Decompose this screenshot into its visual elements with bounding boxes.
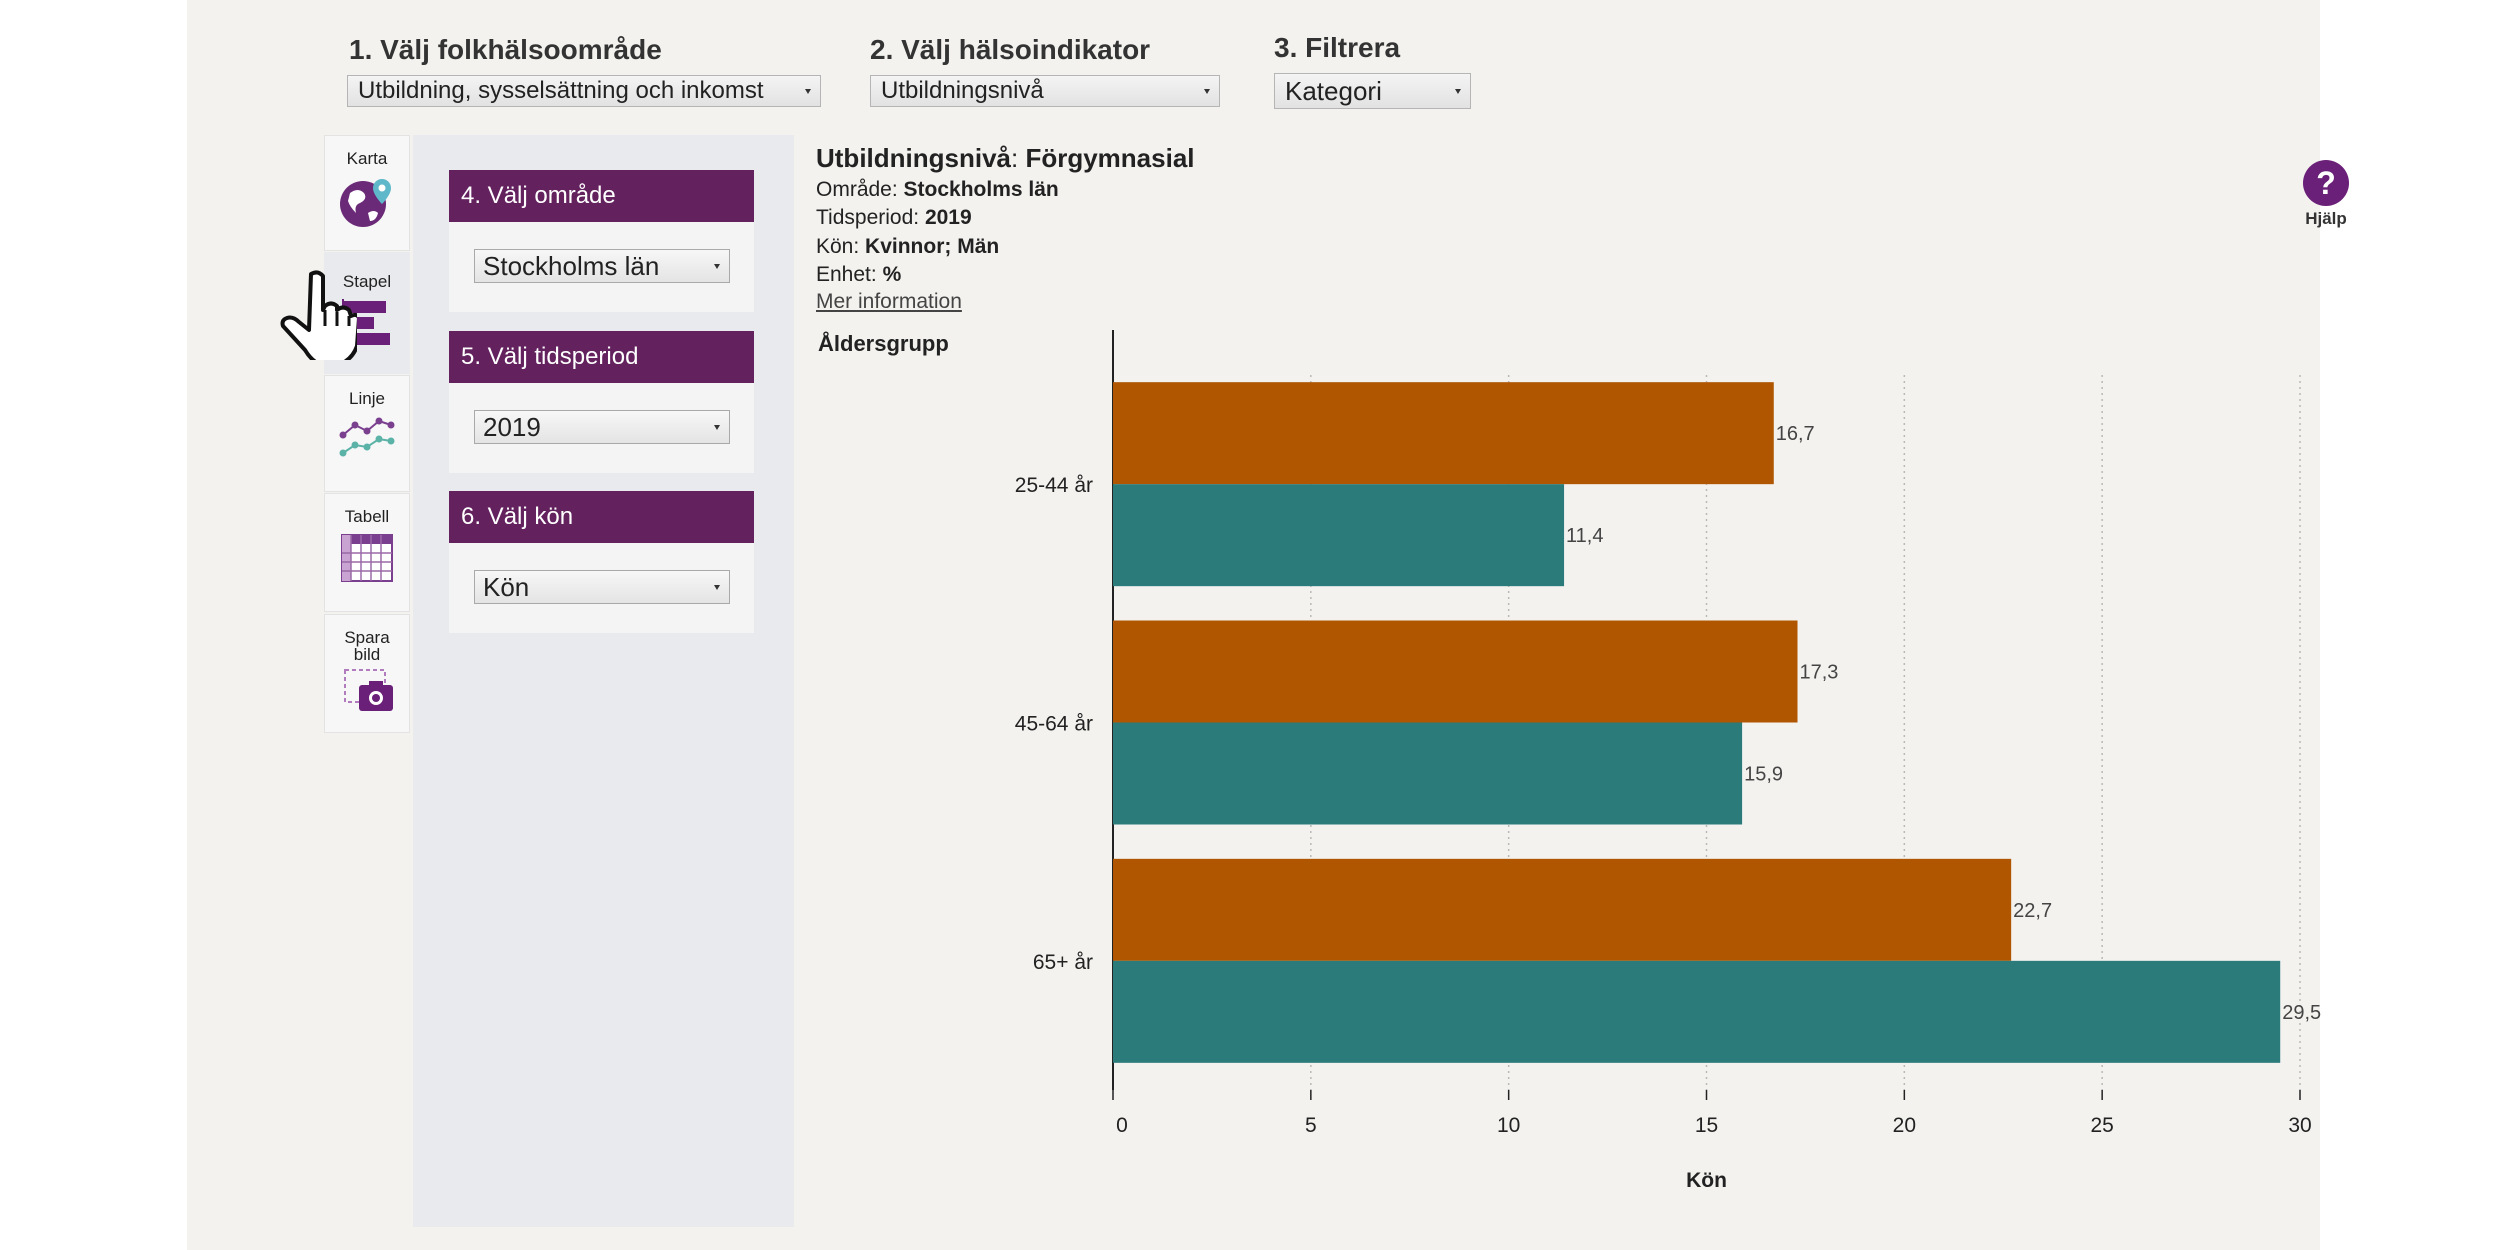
chevron-down-icon xyxy=(714,425,720,430)
x-tick-label: 0 xyxy=(1116,1114,1128,1137)
halsoindikator-heading: 2. Välj hälsoindikator xyxy=(870,34,1151,65)
bar-value-label: 22,7 xyxy=(2013,900,2052,922)
info-unit-label: Enhet: xyxy=(816,263,883,286)
halsoindikator-select-value: Utbildningsnivå xyxy=(881,77,1044,104)
tab-stapel-label: Stapel xyxy=(342,272,392,291)
info-sex: Kön: Kvinnor; Män xyxy=(816,235,999,259)
bar-labels: 16,7 11,4 17,3 15,9 22,7 29,5 xyxy=(1566,423,2321,1024)
line-chart-icon xyxy=(339,417,395,457)
selection-panel: 4. Välj område Stockholms län 5. Välj ti… xyxy=(413,135,794,1227)
info-unit: Enhet: % xyxy=(816,263,901,287)
x-tick-label: 30 xyxy=(2288,1114,2311,1137)
x-tick-label: 15 xyxy=(1695,1114,1718,1137)
info-period-label: Tidsperiod: xyxy=(816,206,925,229)
tab-spara-bild-label-1: Spara xyxy=(344,628,390,647)
info-unit-value: % xyxy=(882,263,902,286)
tab-linje[interactable]: Linje xyxy=(324,375,410,492)
help-icon: ? xyxy=(2316,165,2336,201)
x-tick-label: 10 xyxy=(1497,1114,1520,1137)
category-labels: 25-44 år 45-64 år 65+ år xyxy=(1015,474,1093,974)
valj-kon-heading: 6. Välj kön xyxy=(449,491,754,543)
info-area: Område: Stockholms län xyxy=(816,178,1059,202)
tab-karta-label: Karta xyxy=(346,149,388,168)
legend-title: Kön xyxy=(1686,1169,1727,1192)
info-period-value: 2019 xyxy=(924,206,972,229)
app-background: 1. Välj folkhälsoområde Utbildning, syss… xyxy=(187,0,2349,1250)
halsoindikator-select[interactable]: Utbildningsnivå xyxy=(870,75,1220,107)
valj-tidsperiod-heading: 5. Välj tidsperiod xyxy=(449,331,754,383)
bar-kvinnor-1 xyxy=(1113,722,1743,825)
bar-män-2 xyxy=(1113,858,2012,961)
valj-tidsperiod-box: 2019 xyxy=(449,383,754,473)
folkhalsoomrade-select[interactable]: Utbildning, sysselsättning och inkomst xyxy=(347,75,821,107)
kon-select-value: Kön xyxy=(483,572,530,602)
x-tick-label: 5 xyxy=(1305,1114,1317,1137)
chevron-down-icon xyxy=(714,264,720,269)
info-sex-label: Kön: xyxy=(816,235,866,258)
legend: Kvinnor Män xyxy=(1632,1198,1773,1200)
legend-label: Kvinnor xyxy=(1632,1198,1693,1200)
info-area-label: Område: xyxy=(816,178,904,201)
category-label: 65+ år xyxy=(1033,951,1093,974)
bar-män-1 xyxy=(1113,620,1798,723)
tab-linje-label: Linje xyxy=(349,389,385,408)
bar-value-label: 11,4 xyxy=(1566,525,1603,547)
chevron-down-icon xyxy=(1204,89,1210,94)
x-tick-labels: 0 5 10 15 20 25 30 xyxy=(1116,1114,2312,1137)
filtrera-select[interactable]: Kategori xyxy=(1274,73,1471,109)
omrade-select[interactable]: Stockholms län xyxy=(474,249,730,283)
omrade-select-value: Stockholms län xyxy=(483,251,660,281)
y-axis-label: Åldersgrupp xyxy=(818,330,949,356)
chevron-down-icon xyxy=(714,585,720,590)
valj-omrade-heading: 4. Välj område xyxy=(449,170,754,222)
folkhalsoomrade-select-value: Utbildning, sysselsättning och inkomst xyxy=(358,77,764,104)
category-label: 45-64 år xyxy=(1015,713,1093,736)
globe-pin-icon xyxy=(340,179,391,227)
bar-män-0 xyxy=(1113,382,1774,485)
folkhalsoomrade-heading: 1. Välj folkhälsoområde xyxy=(349,34,662,65)
help-button[interactable]: ? xyxy=(2303,160,2349,206)
x-tick-label: 25 xyxy=(2090,1114,2113,1137)
chart-title: Utbildningsnivå: Förgymnasial xyxy=(816,143,1195,174)
tidsperiod-select-value: 2019 xyxy=(483,412,541,442)
table-icon xyxy=(341,534,393,582)
tab-karta[interactable]: Karta xyxy=(324,135,410,251)
chart-title-separator: : xyxy=(1011,143,1026,173)
x-tick-label: 20 xyxy=(1893,1114,1916,1137)
info-area-value: Stockholms län xyxy=(903,178,1059,201)
info-sex-value: Kvinnor; Män xyxy=(865,235,1000,258)
filtrera-select-value: Kategori xyxy=(1285,76,1382,106)
category-label: 25-44 år xyxy=(1015,474,1093,497)
hand-pointer-icon xyxy=(280,270,357,360)
help-label: Hjälp xyxy=(2305,209,2347,228)
bar-chart: Åldersgrupp 16,7 11,4 17,3 15,9 22,7 29,5 25-… xyxy=(818,330,2321,1200)
kon-select[interactable]: Kön xyxy=(474,570,730,604)
filtrera-heading: 3. Filtrera xyxy=(1274,32,1401,63)
tab-tabell-label: Tabell xyxy=(344,507,390,526)
valj-kon-box: Kön xyxy=(449,543,754,633)
legend-label: Män xyxy=(1738,1198,1773,1200)
bar-kvinnor-0 xyxy=(1113,484,1565,587)
info-period: Tidsperiod: 2019 xyxy=(816,206,972,230)
tab-tabell[interactable]: Tabell xyxy=(324,493,410,612)
bar-value-label: 16,7 xyxy=(1776,423,1815,445)
chart-title-indicator: Utbildningsnivå xyxy=(816,143,1011,173)
valj-omrade-box: Stockholms län xyxy=(449,222,754,312)
bar-value-label: 29,5 xyxy=(2282,1002,2321,1024)
tidsperiod-select[interactable]: 2019 xyxy=(474,410,730,444)
tab-spara-bild-label-2: bild xyxy=(353,645,381,664)
bar-value-label: 17,3 xyxy=(1800,662,1839,684)
chevron-down-icon xyxy=(1455,89,1461,94)
chart-title-category: Förgymnasial xyxy=(1025,143,1195,173)
bars xyxy=(1113,382,2281,1063)
chevron-down-icon xyxy=(805,89,811,94)
more-info-link[interactable]: Mer information xyxy=(816,290,962,313)
bar-value-label: 15,9 xyxy=(1744,764,1783,786)
tab-spara-bild[interactable]: Spara bild xyxy=(324,614,410,733)
camera-icon xyxy=(344,669,393,711)
bar-kvinnor-2 xyxy=(1113,960,2281,1063)
